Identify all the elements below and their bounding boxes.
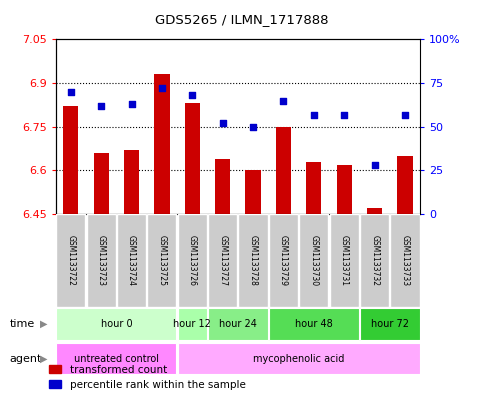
Text: GSM1133729: GSM1133729 (279, 235, 288, 286)
FancyBboxPatch shape (178, 343, 420, 374)
Text: GSM1133723: GSM1133723 (97, 235, 106, 286)
Bar (215, 159, 230, 214)
FancyBboxPatch shape (330, 214, 359, 307)
Point (310, 111, 318, 118)
Bar (94, 153, 109, 214)
Bar (63, 107, 78, 214)
Bar (185, 103, 200, 214)
Text: GSM1133728: GSM1133728 (249, 235, 257, 286)
Text: agent: agent (10, 354, 42, 364)
Point (158, 85, 166, 92)
FancyBboxPatch shape (56, 343, 176, 374)
FancyBboxPatch shape (360, 308, 420, 340)
FancyBboxPatch shape (208, 308, 268, 340)
Text: time: time (10, 319, 35, 329)
Bar (306, 162, 322, 214)
Text: GSM1133730: GSM1133730 (309, 235, 318, 286)
FancyBboxPatch shape (239, 214, 268, 307)
Bar (398, 156, 412, 214)
Point (249, 124, 257, 130)
FancyBboxPatch shape (56, 308, 176, 340)
FancyBboxPatch shape (147, 214, 176, 307)
Legend: transformed count, percentile rank within the sample: transformed count, percentile rank withi… (49, 365, 245, 390)
Text: GDS5265 / ILMN_1717888: GDS5265 / ILMN_1717888 (155, 13, 328, 26)
Bar (367, 208, 382, 214)
Text: hour 0: hour 0 (100, 319, 132, 329)
FancyBboxPatch shape (178, 214, 207, 307)
Point (67, 89, 74, 95)
FancyBboxPatch shape (178, 308, 207, 340)
FancyBboxPatch shape (86, 214, 116, 307)
Text: untreated control: untreated control (74, 354, 159, 364)
Point (280, 97, 287, 104)
Bar (245, 171, 261, 214)
FancyBboxPatch shape (360, 214, 389, 307)
Text: ▶: ▶ (40, 354, 47, 364)
Text: hour 48: hour 48 (295, 319, 333, 329)
Point (371, 162, 379, 168)
FancyBboxPatch shape (117, 214, 146, 307)
Text: hour 24: hour 24 (219, 319, 257, 329)
Bar (124, 150, 139, 214)
Text: GSM1133724: GSM1133724 (127, 235, 136, 286)
Bar (154, 74, 170, 214)
FancyBboxPatch shape (390, 214, 420, 307)
FancyBboxPatch shape (269, 308, 359, 340)
FancyBboxPatch shape (299, 214, 328, 307)
Point (128, 101, 135, 107)
Text: GSM1133725: GSM1133725 (157, 235, 167, 286)
Point (188, 92, 196, 98)
Text: mycophenolic acid: mycophenolic acid (253, 354, 344, 364)
Text: GSM1133727: GSM1133727 (218, 235, 227, 286)
Point (97, 103, 105, 109)
Text: hour 12: hour 12 (173, 319, 211, 329)
Text: GSM1133732: GSM1133732 (370, 235, 379, 286)
FancyBboxPatch shape (56, 214, 85, 307)
Text: GSM1133733: GSM1133733 (400, 235, 410, 286)
Bar (337, 165, 352, 214)
Text: ▶: ▶ (40, 319, 47, 329)
Text: hour 72: hour 72 (371, 319, 409, 329)
Point (341, 111, 348, 118)
Text: GSM1133731: GSM1133731 (340, 235, 349, 286)
FancyBboxPatch shape (269, 214, 298, 307)
Text: GSM1133722: GSM1133722 (66, 235, 75, 286)
Point (401, 111, 409, 118)
Point (219, 120, 227, 127)
Text: GSM1133726: GSM1133726 (188, 235, 197, 286)
Bar (276, 127, 291, 214)
FancyBboxPatch shape (208, 214, 237, 307)
